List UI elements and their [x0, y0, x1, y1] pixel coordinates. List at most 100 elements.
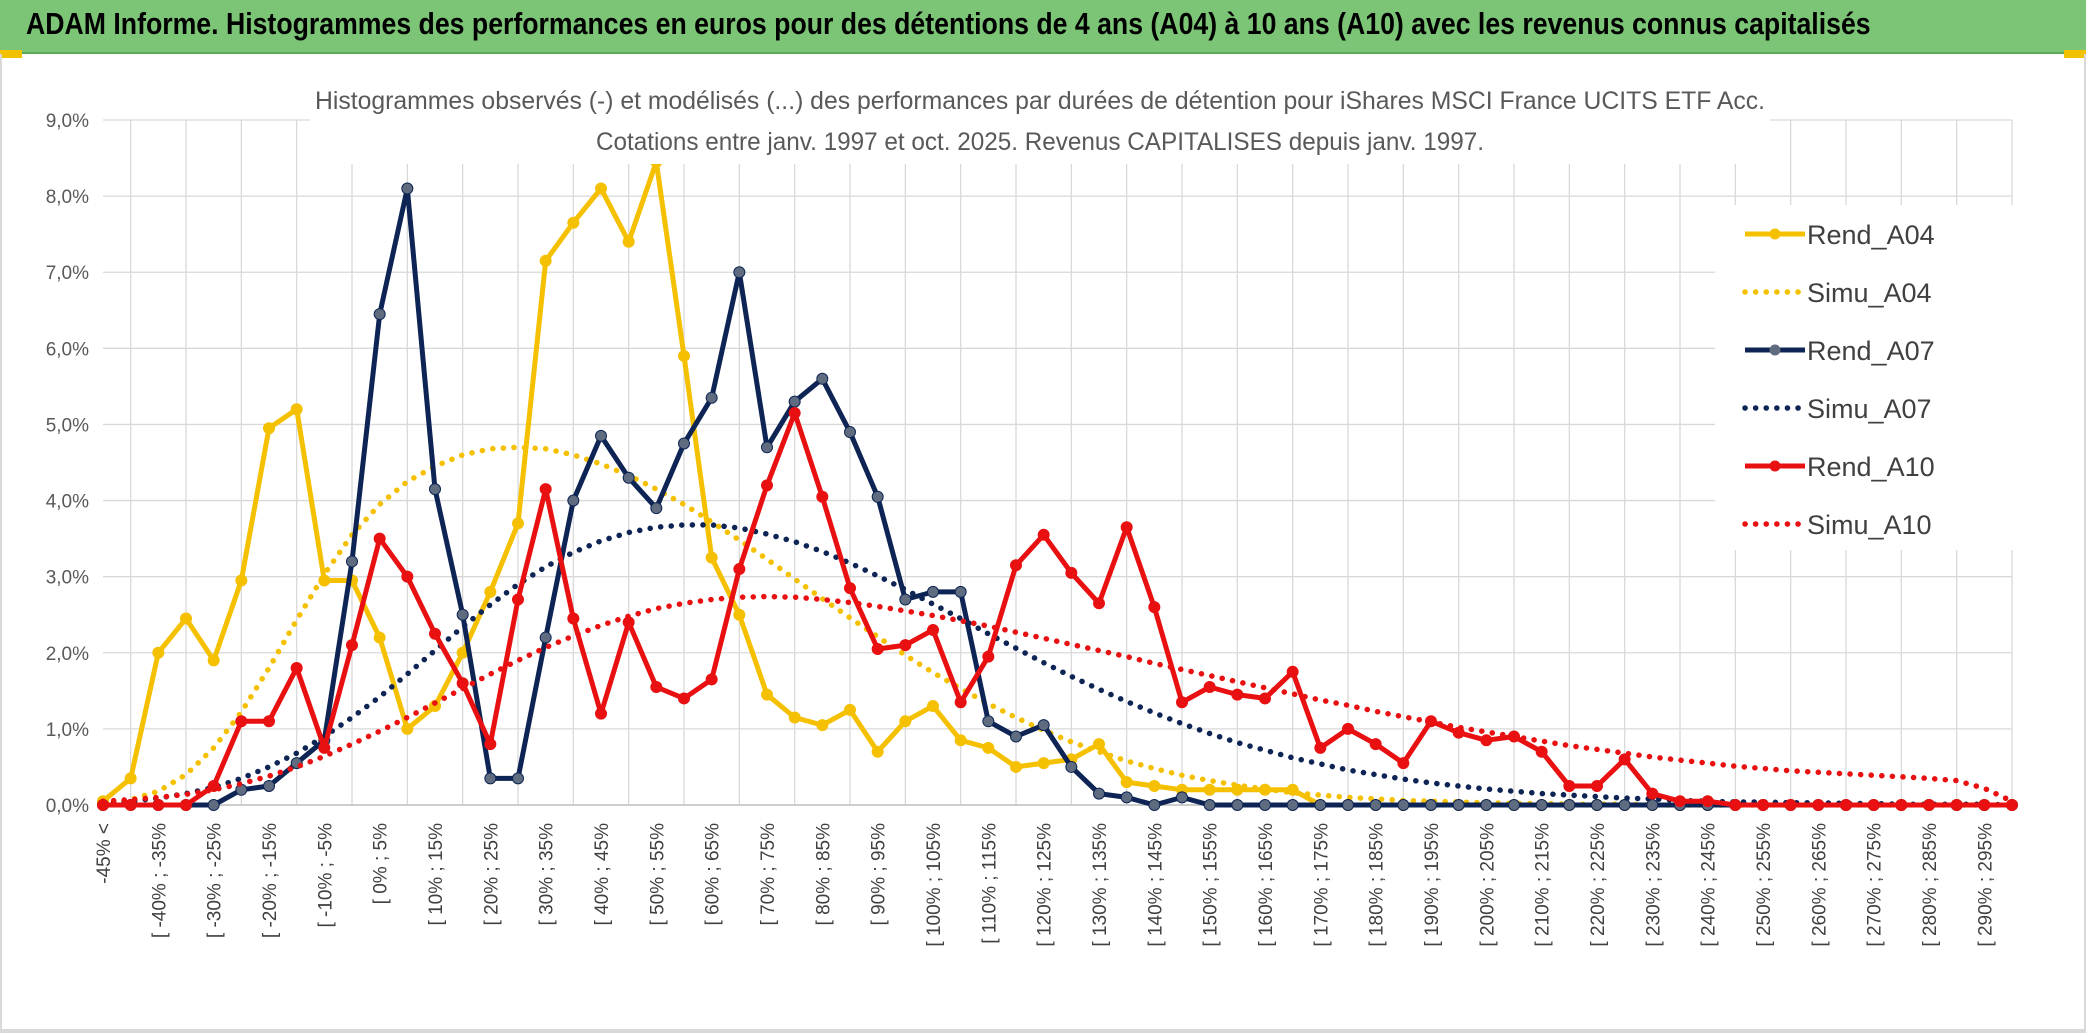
x-tick-label: [ 270% ; 275% [1865, 823, 1886, 947]
data-point-rend-a04 [401, 722, 414, 735]
legend-label: Rend_A10 [1807, 452, 1935, 482]
data-point-rend-a10 [1978, 799, 1991, 811]
data-point-rend-a04 [705, 551, 718, 564]
x-tick-label: [ 250% ; 255% [1754, 823, 1775, 947]
data-point-rend-a10 [512, 593, 524, 606]
x-tick-label: [ 80% ; 85% [813, 823, 834, 926]
data-point-rend-a10 [1148, 601, 1161, 614]
data-point-rend-a07 [1314, 799, 1327, 811]
x-tick-label: [ 200% ; 205% [1477, 823, 1498, 947]
y-tick-label: 9,0% [46, 111, 89, 132]
series-layer [97, 155, 2018, 811]
data-point-rend-a10 [346, 639, 358, 652]
data-point-rend-a10 [290, 662, 303, 674]
data-point-rend-a07 [871, 490, 884, 503]
series-simu-a04 [100, 444, 2015, 808]
x-tick-label: [ 280% ; 285% [1920, 823, 1941, 947]
data-point-rend-a07 [1452, 799, 1465, 811]
x-tick-label: [ 70% ; 75% [758, 823, 779, 926]
series-line-simu-a04 [100, 444, 2015, 808]
data-point-rend-a04 [733, 608, 746, 621]
data-point-rend-a04 [622, 235, 635, 248]
data-point-rend-a10 [1757, 799, 1769, 811]
data-point-rend-a10 [1037, 528, 1050, 541]
data-point-rend-a07 [346, 555, 358, 568]
data-point-rend-a07 [373, 308, 386, 321]
data-point-rend-a07 [622, 471, 635, 484]
x-tick-label: [ 160% ; 165% [1256, 823, 1277, 947]
y-tick-label: 4,0% [46, 492, 89, 513]
data-point-rend-a04 [1203, 783, 1216, 796]
data-point-rend-a07 [1535, 799, 1548, 811]
y-tick-label: 0,0% [46, 796, 89, 817]
data-point-rend-a04 [678, 349, 690, 362]
data-point-rend-a04 [1037, 757, 1050, 770]
data-point-rend-a04 [484, 585, 497, 598]
data-point-rend-a07 [733, 266, 746, 279]
legend-item-rend-a07: Rend_A07 [1745, 336, 1935, 366]
data-point-rend-a10 [1784, 799, 1797, 811]
x-tick-label: [ 40% ; 45% [592, 823, 613, 926]
data-point-rend-a04 [263, 422, 275, 435]
x-tick-label: [ 30% ; 35% [537, 823, 558, 926]
data-point-rend-a10 [484, 738, 497, 751]
data-point-rend-a10 [429, 627, 441, 640]
data-point-rend-a10 [1840, 799, 1852, 811]
data-point-rend-a10 [1867, 799, 1880, 811]
y-tick-label: 2,0% [46, 644, 89, 665]
series-line-rend-a10 [103, 410, 2012, 808]
data-point-rend-a07 [982, 715, 995, 728]
data-point-rend-a10 [1397, 757, 1410, 770]
y-tick-label: 7,0% [46, 263, 89, 284]
x-tick-label: [ 10% ; 15% [426, 823, 447, 926]
corner-accent-left [0, 50, 22, 58]
x-tick-label: [ -20% ; -15% [260, 823, 281, 938]
data-point-rend-a10 [263, 715, 275, 728]
data-point-rend-a04 [816, 719, 829, 732]
data-point-rend-a10 [678, 692, 690, 705]
data-point-rend-a07 [761, 441, 773, 454]
data-point-rend-a04 [512, 517, 524, 530]
data-point-rend-a10 [1093, 597, 1105, 610]
x-tick-label: [ 110% ; 115% [979, 823, 1000, 944]
x-tick-label: [ 220% ; 225% [1588, 823, 1609, 947]
x-tick-label: [ 60% ; 65% [703, 823, 724, 926]
x-tick-label: [ 210% ; 215% [1533, 823, 1554, 947]
data-point-rend-a04 [927, 700, 939, 713]
data-point-rend-a04 [595, 182, 607, 195]
legend-label: Rend_A07 [1807, 336, 1935, 366]
data-point-rend-a07 [207, 799, 220, 811]
x-tick-label: [ 20% ; 25% [481, 823, 502, 926]
data-point-rend-a07 [1203, 799, 1216, 811]
corner-accent-right [2064, 50, 2086, 58]
data-point-rend-a04 [788, 711, 801, 724]
x-tick-label: [ 140% ; 145% [1145, 823, 1166, 947]
chart-frame [0, 54, 2086, 1033]
data-point-rend-a07 [844, 426, 856, 439]
data-point-rend-a10 [705, 673, 718, 686]
data-point-rend-a07 [1093, 787, 1105, 800]
data-point-rend-a10 [1618, 753, 1631, 766]
data-point-rend-a04 [1148, 779, 1161, 792]
legend-item-simu-a10: Simu_A10 [1742, 510, 1932, 540]
data-point-rend-a10 [1342, 722, 1354, 735]
data-point-rend-a10 [1701, 795, 1714, 808]
series-line-simu-a10 [100, 593, 2015, 804]
data-point-rend-a04 [180, 612, 192, 625]
data-point-rend-a10 [235, 715, 248, 728]
x-tick-label: [ -40% ; -35% [149, 823, 170, 938]
data-point-rend-a10 [567, 612, 580, 625]
data-point-rend-a10 [1535, 745, 1548, 758]
data-point-rend-a07 [484, 772, 497, 785]
data-point-rend-a10 [871, 642, 884, 655]
x-tick-label: [ 150% ; 155% [1201, 823, 1222, 947]
series-simu-a10 [100, 593, 2015, 804]
data-point-rend-a10 [1259, 692, 1271, 705]
data-point-rend-a10 [318, 741, 331, 754]
data-point-rend-a04 [373, 631, 386, 644]
legend-marker [1769, 344, 1781, 356]
y-tick-label: 3,0% [46, 568, 89, 589]
data-point-rend-a04 [235, 574, 248, 587]
series-rend-a10 [97, 407, 2018, 811]
